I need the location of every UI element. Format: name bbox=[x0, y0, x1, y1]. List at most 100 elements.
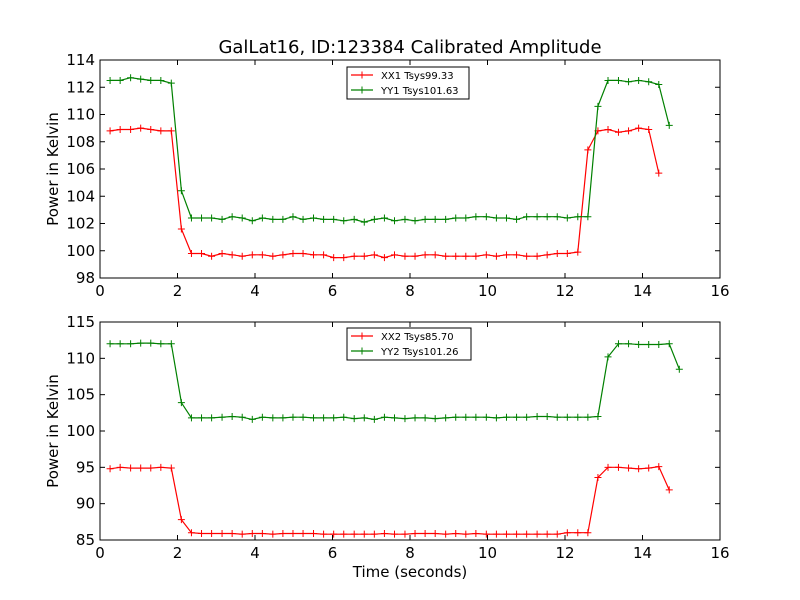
data-point-marker bbox=[614, 340, 622, 348]
data-point-marker bbox=[228, 412, 236, 420]
data-point-marker bbox=[492, 252, 500, 260]
data-point-marker bbox=[187, 414, 195, 422]
data-point-marker bbox=[391, 414, 398, 422]
data-point-marker bbox=[320, 251, 328, 259]
data-point-marker bbox=[258, 214, 266, 222]
data-point-marker bbox=[431, 251, 439, 259]
data-point-marker bbox=[533, 213, 541, 221]
data-point-marker bbox=[513, 413, 521, 421]
x-tick-label: 0 bbox=[95, 544, 105, 562]
legend-entry-label: XX1 Tsys99.33 bbox=[381, 71, 454, 82]
data-point-marker bbox=[147, 76, 155, 84]
data-point-marker bbox=[513, 530, 521, 538]
data-point-marker bbox=[502, 413, 510, 421]
y-tick-label: 110 bbox=[66, 106, 95, 124]
data-point-marker bbox=[198, 414, 206, 422]
data-point-marker bbox=[360, 218, 368, 226]
data-point-marker bbox=[258, 251, 266, 259]
data-point-marker bbox=[472, 529, 480, 537]
data-point-marker bbox=[269, 215, 277, 223]
series-xx2 bbox=[106, 463, 673, 538]
data-point-marker bbox=[167, 79, 175, 87]
data-point-marker bbox=[513, 215, 521, 223]
data-point-marker bbox=[330, 530, 338, 538]
data-point-marker bbox=[208, 414, 216, 422]
data-point-marker bbox=[330, 215, 338, 223]
legend-marker bbox=[358, 332, 366, 340]
data-point-marker bbox=[299, 249, 307, 257]
legend-entry-label: YY2 Tsys101.26 bbox=[380, 347, 459, 358]
data-point-marker bbox=[157, 340, 165, 348]
data-point-marker bbox=[563, 529, 571, 537]
data-point-marker bbox=[645, 78, 653, 86]
data-point-marker bbox=[574, 413, 582, 421]
data-point-marker bbox=[665, 121, 673, 129]
data-point-marker bbox=[523, 252, 531, 260]
data-point-marker bbox=[543, 251, 551, 259]
data-point-marker bbox=[106, 127, 114, 135]
x-tick-label: 2 bbox=[173, 544, 183, 562]
x-tick-label: 8 bbox=[405, 544, 415, 562]
data-point-marker bbox=[401, 415, 409, 423]
data-point-marker bbox=[614, 76, 622, 84]
data-point-marker bbox=[340, 254, 348, 262]
y-tick-label: 100 bbox=[66, 242, 95, 260]
data-point-marker bbox=[553, 413, 561, 421]
data-point-marker bbox=[462, 214, 470, 222]
data-point-marker bbox=[584, 146, 592, 154]
data-point-marker bbox=[289, 213, 297, 221]
data-point-marker bbox=[218, 249, 226, 257]
data-point-marker bbox=[421, 529, 429, 537]
data-point-marker bbox=[218, 413, 226, 421]
x-tick-label: 10 bbox=[478, 544, 497, 562]
data-point-marker bbox=[411, 252, 419, 260]
data-point-marker bbox=[645, 464, 653, 472]
data-point-marker bbox=[137, 124, 145, 132]
y-tick-label: 110 bbox=[66, 349, 95, 367]
data-point-marker bbox=[635, 124, 643, 132]
data-point-marker bbox=[391, 530, 398, 538]
data-point-marker bbox=[187, 529, 195, 537]
data-point-marker bbox=[523, 413, 531, 421]
y-tick-label: 90 bbox=[76, 495, 95, 513]
data-point-marker bbox=[584, 213, 592, 221]
data-point-marker bbox=[594, 474, 602, 482]
data-point-marker bbox=[492, 214, 500, 222]
data-point-marker bbox=[320, 215, 328, 223]
data-point-marker bbox=[330, 414, 338, 422]
legend-entry-label: YY1 Tsys101.63 bbox=[380, 86, 459, 97]
data-point-marker bbox=[360, 252, 368, 260]
data-point-marker bbox=[248, 529, 256, 537]
data-point-marker bbox=[289, 529, 297, 537]
data-point-marker bbox=[310, 414, 318, 422]
x-tick-label: 6 bbox=[328, 282, 338, 300]
data-point-marker bbox=[350, 530, 358, 538]
data-point-marker bbox=[482, 213, 490, 221]
x-tick-label: 8 bbox=[405, 282, 415, 300]
data-point-marker bbox=[228, 529, 236, 537]
data-point-marker bbox=[401, 215, 409, 223]
data-point-marker bbox=[645, 341, 653, 349]
x-tick-label: 16 bbox=[710, 544, 729, 562]
data-point-marker bbox=[157, 463, 165, 471]
data-point-marker bbox=[665, 340, 673, 348]
series-xx1 bbox=[106, 124, 663, 262]
data-point-marker bbox=[452, 252, 460, 260]
x-tick-label: 0 bbox=[95, 282, 105, 300]
data-point-marker bbox=[218, 529, 226, 537]
data-point-marker bbox=[116, 76, 124, 84]
data-point-marker bbox=[655, 341, 663, 349]
data-point-marker bbox=[299, 215, 307, 223]
legend-marker bbox=[358, 86, 366, 94]
data-point-marker bbox=[421, 251, 429, 259]
x-tick-label: 6 bbox=[328, 544, 338, 562]
data-point-marker bbox=[431, 215, 439, 223]
data-point-marker bbox=[279, 529, 287, 537]
data-point-marker bbox=[198, 214, 206, 222]
x-tick-label: 16 bbox=[710, 282, 729, 300]
data-point-marker bbox=[289, 413, 297, 421]
x-tick-label: 10 bbox=[478, 282, 497, 300]
x-tick-label: 12 bbox=[555, 544, 574, 562]
data-point-marker bbox=[553, 249, 561, 257]
data-point-marker bbox=[360, 530, 368, 538]
